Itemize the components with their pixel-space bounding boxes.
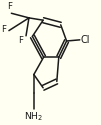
Text: Cl: Cl — [80, 35, 90, 45]
Text: F: F — [7, 2, 12, 11]
Text: NH$_2$: NH$_2$ — [24, 110, 43, 123]
Text: F: F — [2, 25, 6, 34]
Text: F: F — [19, 36, 24, 45]
